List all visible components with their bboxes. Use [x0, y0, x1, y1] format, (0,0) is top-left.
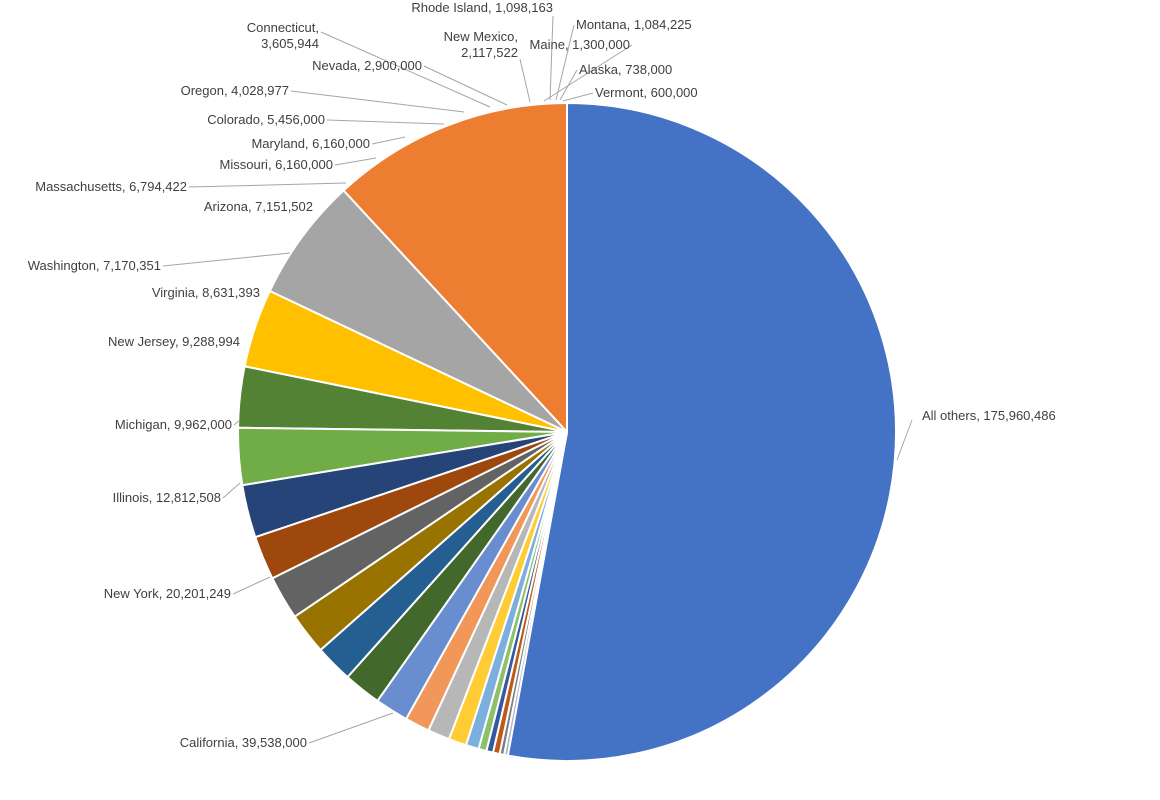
- leader-line-missouri: [334, 157, 377, 166]
- leader-line-vermont: [562, 92, 594, 102]
- data-label-rhode-island: Rhode Island, 1,098,163: [411, 0, 553, 15]
- leader-lines: [162, 15, 913, 744]
- data-label-new-mexico: New Mexico, 2,117,522: [444, 29, 518, 60]
- pie-slices: [237, 102, 897, 762]
- leader-line-colorado: [326, 119, 445, 125]
- data-label-montana: Montana, 1,084,225: [576, 17, 692, 32]
- data-labels: All others, 175,960,486 California, 39,53…: [28, 0, 1056, 750]
- data-label-new-york: New York, 20,201,249: [104, 586, 231, 601]
- data-label-missouri: Missouri, 6,160,000: [220, 157, 333, 172]
- data-label-oregon: Oregon, 4,028,977: [181, 83, 289, 98]
- data-label-illinois: Illinois, 12,812,508: [113, 490, 221, 505]
- data-label-virginia: Virginia, 8,631,393: [152, 285, 260, 300]
- pie-slice-new-york: [268, 189, 568, 433]
- pie-slice-all-others: [506, 102, 897, 762]
- leader-line-nevada: [423, 65, 508, 106]
- data-label-massachusetts: Massachusetts, 6,794,422: [35, 179, 187, 194]
- pie-slice-california: [342, 102, 568, 433]
- data-label-california: California, 39,538,000: [180, 735, 307, 750]
- leader-line-connecticut: [320, 31, 491, 108]
- leader-line-massachusetts: [188, 182, 347, 188]
- leader-line-new-mexico: [519, 58, 531, 103]
- leader-line-rhode-island: [549, 15, 554, 101]
- leader-line-montana: [555, 24, 575, 101]
- leader-line-oregon: [290, 90, 465, 113]
- data-label-new-jersey: New Jersey, 9,288,994: [108, 334, 240, 349]
- leader-line-all-others: [896, 419, 913, 461]
- data-label-maryland: Maryland, 6,160,000: [251, 136, 370, 151]
- leader-line-alaska: [559, 69, 578, 101]
- data-label-colorado: Colorado, 5,456,000: [207, 112, 325, 127]
- leader-line-maine: [543, 44, 633, 102]
- data-label-alaska: Alaska, 738,000: [579, 62, 672, 77]
- pie-slice-vermont: [503, 431, 568, 757]
- data-label-arizona: Arizona, 7,151,502: [204, 199, 313, 214]
- data-label-maine: Maine, 1,300,000: [530, 37, 630, 52]
- data-label-nevada: Nevada, 2,900,000: [312, 58, 422, 73]
- leader-line-maryland: [371, 136, 406, 145]
- leader-line-illinois: [222, 482, 241, 499]
- data-label-michigan: Michigan, 9,962,000: [115, 417, 232, 432]
- data-label-connecticut: Connecticut, 3,605,944: [247, 20, 319, 51]
- leader-line-california: [308, 712, 394, 744]
- leader-line-new-york: [232, 576, 271, 595]
- data-label-washington: Washington, 7,170,351: [28, 258, 161, 273]
- leader-line-washington: [162, 252, 291, 267]
- leader-line-michigan: [233, 419, 241, 426]
- data-label-vermont: Vermont, 600,000: [595, 85, 698, 100]
- data-label-all-others: All others, 175,960,486: [922, 408, 1056, 423]
